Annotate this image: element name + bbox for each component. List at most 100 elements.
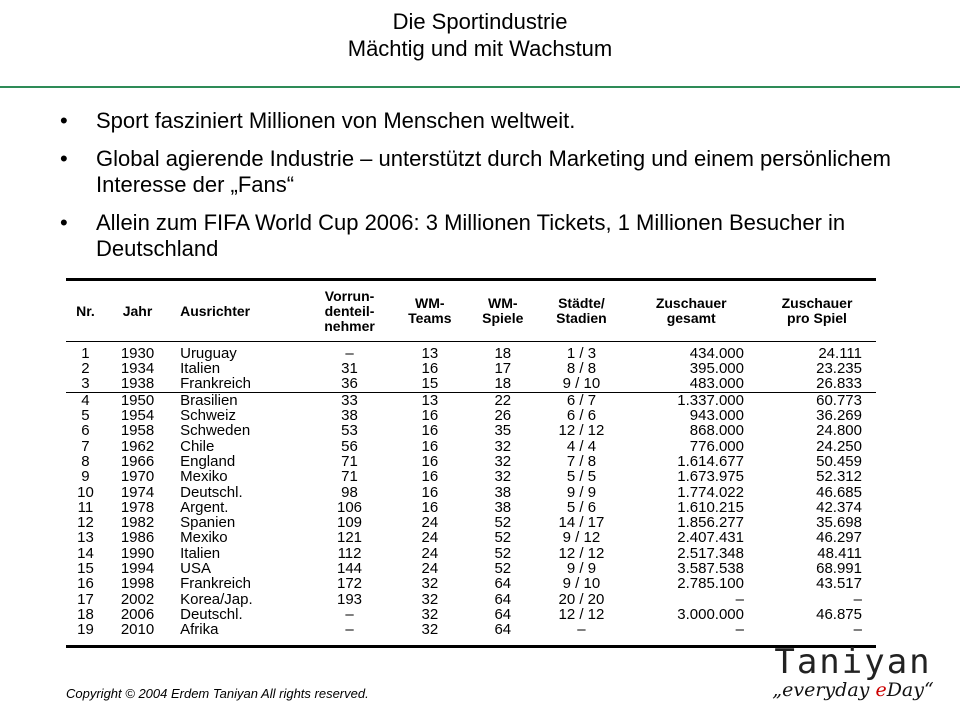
world-cup-table-container: Nr. Jahr Ausrichter Vorrun- denteil- nehmer… [66, 278, 876, 648]
cell-col-vorrunde: 38 [341, 407, 358, 425]
cell-col-jahr: 2006 [120, 605, 155, 623]
cell-col-wm-spiele: 64 [494, 605, 512, 623]
cell-col-wm-spiele: 22 [494, 391, 512, 409]
cell-col-nr: 3 [66, 376, 105, 393]
cell-col-ausrichter: England [180, 452, 236, 470]
cell-col-staedte: 5 / 5 [566, 468, 597, 486]
slide-header: Die Sportindustrie Mächtig und mit Wachs… [0, 0, 960, 88]
cell-col-wm-spiele: 52 [494, 544, 512, 562]
cell-col-vorrunde: 71 [341, 452, 358, 470]
cell-col-zuschauer-gesamt: – [735, 621, 744, 639]
cell-col-zuschauer-pro-spiel: 36.269 [816, 407, 862, 425]
header-col-staedte: Städte/ Stadien [538, 281, 625, 342]
cell-col-jahr: 1994 [120, 560, 155, 577]
table-row: 15 1994 USA 144 24 52 9 / 9 3.587.538 68.991 [66, 561, 876, 576]
cell-col-wm-spiele: 32 [494, 437, 512, 455]
cell-col-zuschauer-gesamt: 1.610.215 [677, 498, 744, 516]
cell-col-vorrunde: – [345, 345, 354, 362]
cell-col-wm-spiele: 18 [494, 345, 512, 362]
cell-col-zuschauer-pro-spiel: 46.875 [816, 605, 862, 623]
cell-col-wm-teams: 16 [421, 498, 439, 516]
header-col-vorrunde: Vorrun- denteil- nehmer [306, 281, 393, 342]
cell-col-ausrichter: Frankreich [170, 376, 307, 393]
cell-col-zuschauer-gesamt: 3.587.538 [677, 560, 744, 577]
cell-col-nr: 17 [77, 590, 94, 608]
cell-col-vorrunde: 144 [337, 560, 363, 577]
slide-title: Die Sportindustrie [392, 9, 568, 34]
cell-col-wm-teams: 16 [421, 437, 439, 455]
cell-col-zuschauer-pro-spiel: 46.297 [816, 529, 862, 547]
cell-col-wm-teams: 24 [421, 529, 439, 547]
header-col-wm-teams: WM- Teams [392, 281, 468, 342]
cell-col-wm-teams: 16 [421, 452, 439, 470]
cell-col-nr: 12 [77, 514, 94, 532]
cell-col-vorrunde: – [345, 621, 354, 639]
table-row: 13 1986 Mexiko 121 24 52 9 / 12 2.407.431 46.297 [66, 530, 876, 545]
cell-col-jahr: 1986 [120, 529, 155, 547]
cell-col-ausrichter: Mexiko [180, 529, 228, 547]
cell-col-jahr: 1950 [120, 391, 155, 409]
cell-col-jahr: 2002 [120, 590, 155, 608]
cell-col-vorrunde: 98 [341, 483, 358, 501]
cell-col-ausrichter: Uruguay [180, 345, 237, 362]
cell-col-staedte: – [577, 621, 586, 639]
table-row: 18 2006 Deutschl. – 32 64 12 / 12 3.000.000 46.8… [66, 607, 876, 622]
header-col-wm-spiele: WM- Spiele [467, 281, 539, 342]
cell-col-vorrunde: 53 [341, 422, 358, 440]
cell-col-vorrunde: 193 [337, 590, 363, 608]
cell-col-vorrunde: 71 [341, 468, 358, 486]
cell-col-wm-teams: 24 [421, 544, 439, 562]
header-col-zuschauer-gesamt: Zuschauer gesamt [624, 281, 758, 342]
table-row: 17 2002 Korea/Jap. 193 32 64 20 / 20 – – [66, 591, 876, 606]
cell-col-staedte: 9 / 9 [566, 560, 597, 577]
cell-col-nr: 19 [77, 621, 94, 639]
cell-col-jahr: 1934 [120, 360, 155, 378]
cell-col-zuschauer-pro-spiel: 50.459 [816, 452, 862, 470]
cell-col-vorrunde: 172 [337, 575, 363, 593]
bullet-item: • Allein zum FIFA World Cup 2006: 3 Milli… [60, 210, 920, 262]
cell-col-wm-teams: 16 [421, 360, 439, 378]
cell-col-vorrunde: 56 [341, 437, 358, 455]
cell-col-staedte: 9 / 9 [566, 483, 597, 501]
header-col-zuschauer-pro-spiel: Zuschauer pro Spiel [758, 281, 876, 342]
cell-col-wm-spiele: 38 [494, 498, 512, 516]
world-cup-table: Nr. Jahr Ausrichter Vorrun- denteil- nehmer… [66, 281, 876, 637]
header-col-ausrichter: Ausrichter [170, 281, 307, 342]
cell-col-wm-teams: 16 [421, 422, 439, 440]
cell-col-ausrichter: Spanien [180, 514, 236, 532]
cell-col-wm-teams: 16 [421, 468, 439, 486]
cell-col-ausrichter: Italien [180, 544, 221, 562]
cell-col-jahr: 1974 [120, 483, 155, 501]
cell-col-staedte: 8 / 8 [566, 360, 597, 378]
cell-col-staedte: 12 / 12 [558, 422, 605, 440]
slogan-prefix: „everyday [772, 679, 876, 701]
cell-col-zuschauer-pro-spiel: 26.833 [758, 376, 876, 393]
cell-col-zuschauer-gesamt: – [735, 590, 744, 608]
cell-col-vorrunde: 112 [337, 544, 362, 562]
slide-subtitle: Mächtig und mit Wachstum [347, 36, 613, 61]
cell-col-ausrichter: USA [180, 560, 211, 577]
cell-col-staedte: 6 / 6 [566, 407, 597, 425]
cell-col-vorrunde: 36 [306, 376, 393, 393]
cell-col-wm-spiele: 18 [467, 376, 539, 393]
slogan-suffix: Day“ [886, 679, 934, 701]
cell-col-staedte: 5 / 6 [566, 498, 597, 516]
cell-col-wm-spiele: 64 [494, 575, 512, 593]
cell-col-zuschauer-pro-spiel: 24.250 [816, 437, 862, 455]
cell-col-wm-teams: 16 [421, 483, 439, 501]
cell-col-ausrichter: Schweden [180, 422, 251, 440]
cell-col-wm-spiele: 26 [494, 407, 512, 425]
cell-col-ausrichter: Italien [180, 360, 221, 378]
bullet-item: • Sport fasziniert Millionen von Menschen… [60, 108, 920, 134]
cell-col-zuschauer-gesamt: 1.673.975 [677, 468, 744, 486]
cell-col-nr: 16 [77, 575, 94, 593]
table-row: 3 1938 Frankreich 36 15 18 9 / 10 483.000 26.833 [66, 376, 876, 393]
cell-col-jahr: 1998 [120, 575, 155, 593]
cell-col-wm-teams: 32 [421, 605, 439, 623]
table-row: 4 1950 Brasilien 33 13 22 6 / 7 1.337.000 60.773 [66, 392, 876, 408]
cell-col-jahr: 1962 [120, 437, 155, 455]
table-row: 8 1966 England 71 16 32 7 / 8 1.614.677 50.459 [66, 454, 876, 469]
cell-col-zuschauer-pro-spiel: 48.411 [817, 544, 862, 562]
cell-col-zuschauer-pro-spiel: 24.111 [818, 345, 862, 362]
cell-col-zuschauer-pro-spiel: 24.800 [816, 422, 862, 440]
